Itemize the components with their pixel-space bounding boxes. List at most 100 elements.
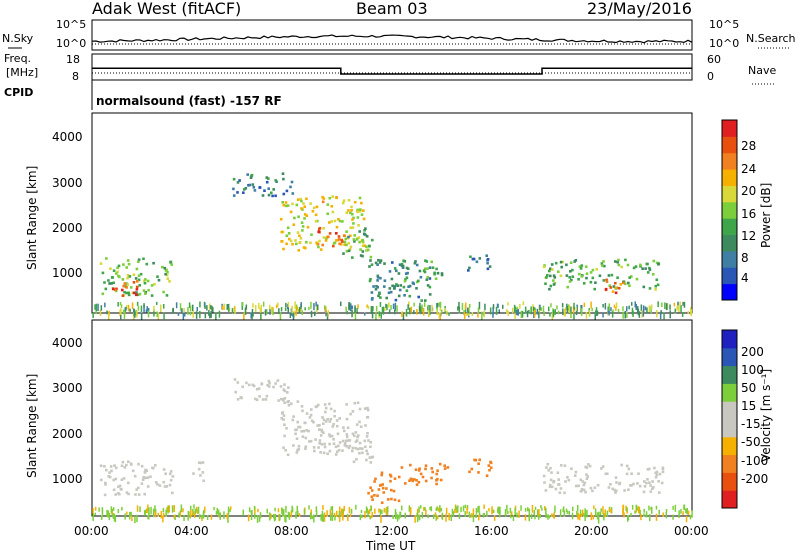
noise-tick-high-right: 10^5 [709, 18, 739, 31]
ground-scatter-cell [94, 304, 96, 310]
ground-scatter-cell [210, 305, 212, 310]
scatter-cell [400, 466, 404, 469]
ground-scatter-cell [440, 507, 443, 512]
scatter-cell [314, 213, 318, 217]
ground-scatter-cell [147, 515, 149, 520]
scatter-cell [261, 194, 265, 197]
scatter-cell [654, 288, 657, 291]
scatter-cell [626, 263, 630, 267]
ground-scatter-cell [209, 303, 211, 311]
scatter-cell [283, 423, 286, 426]
scatter-cell [112, 269, 116, 272]
scatter-cell [415, 483, 419, 486]
scatter-cell [349, 211, 352, 215]
scatter-cell [100, 478, 103, 482]
scatter-cell [154, 464, 157, 467]
scatter-cell [368, 456, 372, 459]
ground-scatter-cell [117, 302, 119, 307]
nsky-label: N.Sky [2, 32, 34, 45]
ground-scatter-cell [199, 301, 201, 308]
scatter-cell [614, 291, 618, 295]
ground-scatter-cell [422, 307, 425, 316]
scatter-cell [254, 397, 257, 401]
scatter-cell [279, 217, 283, 221]
scatter-cell [321, 243, 324, 247]
ground-scatter-cell [477, 312, 479, 318]
scatter-cell [439, 478, 443, 482]
scatter-cell [381, 486, 385, 490]
ground-scatter-cell [333, 512, 336, 517]
scatter-cell [338, 417, 341, 420]
ground-scatter-cell [167, 505, 169, 514]
ground-scatter-cell [277, 302, 279, 307]
scatter-cell [312, 420, 315, 424]
ground-scatter-cell [381, 509, 383, 515]
ground-scatter-cell [541, 507, 543, 511]
ground-scatter-cell [213, 506, 215, 511]
scatter-cell [627, 467, 631, 471]
ground-scatter-cell [521, 310, 524, 318]
scatter-cell [336, 432, 340, 436]
scatter-cell [287, 386, 290, 389]
ground-scatter-cell [262, 301, 265, 307]
ground-scatter-cell [627, 515, 630, 521]
ground-scatter-cell [573, 311, 575, 320]
scatter-cell [308, 440, 311, 443]
ground-scatter-cell [106, 310, 108, 315]
scatter-cell [286, 391, 289, 394]
scatter-cell [151, 466, 154, 470]
scatter-cell [543, 264, 546, 267]
scatter-cell [581, 480, 585, 483]
power-cbar-tick: 24 [741, 162, 756, 176]
ground-scatter-cell [143, 303, 145, 308]
scatter-cell [417, 279, 420, 283]
scatter-cell [639, 263, 642, 267]
ground-scatter-cell [646, 307, 648, 314]
ground-scatter-cell [438, 302, 440, 307]
ground-scatter-cell [94, 512, 96, 516]
ground-scatter-cell [234, 309, 236, 314]
ground-scatter-cell [260, 304, 262, 313]
ground-scatter-cell [514, 507, 516, 516]
scatter-cell [118, 484, 122, 488]
ground-scatter-cell [171, 505, 174, 513]
scatter-cell [331, 210, 335, 214]
ground-scatter-cell [531, 504, 534, 513]
scatter-cell [424, 299, 427, 302]
ground-scatter-cell [590, 512, 593, 521]
scatter-cell [358, 240, 361, 244]
ground-scatter-cell [635, 508, 637, 513]
scatter-cell [338, 242, 341, 246]
scatter-cell [367, 439, 370, 442]
scatter-cell [349, 245, 353, 249]
ground-scatter-cell [177, 312, 180, 316]
colorbar-segment [722, 201, 737, 219]
ground-scatter-cell [573, 302, 575, 310]
scatter-cell [363, 439, 367, 443]
ground-scatter-cell [227, 303, 230, 312]
scatter-cell [285, 242, 288, 246]
scatter-cell [351, 446, 355, 450]
scatter-cell [374, 261, 378, 265]
scatter-cell [549, 478, 553, 482]
ground-scatter-cell [153, 508, 156, 513]
scatter-cell [129, 286, 133, 289]
ground-scatter-cell [209, 312, 211, 319]
scatter-cell [648, 266, 651, 270]
scatter-cell [364, 227, 367, 230]
ground-scatter-cell [530, 513, 533, 520]
scatter-cell [376, 263, 379, 266]
scatter-cell [360, 213, 364, 216]
scatter-cell [327, 235, 330, 239]
scatter-cell [545, 466, 548, 469]
scatter-cell [396, 284, 399, 287]
scatter-cell [301, 229, 304, 232]
scatter-cell [146, 476, 150, 479]
scatter-cell [248, 183, 252, 187]
scatter-cell [356, 435, 359, 439]
scatter-cell [355, 458, 358, 461]
scatter-cell [434, 277, 438, 280]
ground-scatter-cell [327, 310, 329, 317]
colorbar-segment [722, 365, 737, 384]
scatter-cell [302, 429, 306, 433]
